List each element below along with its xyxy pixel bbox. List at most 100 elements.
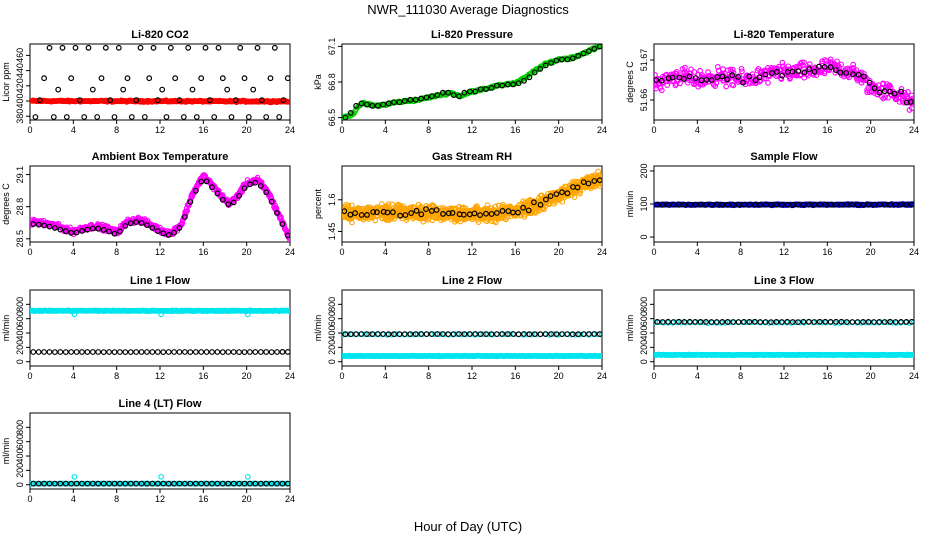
data-point <box>52 225 58 231</box>
data-point <box>816 318 823 325</box>
data-point <box>369 102 376 109</box>
data-point <box>79 480 85 487</box>
data-point <box>187 199 194 205</box>
data-point <box>445 210 452 217</box>
data-point <box>274 209 280 216</box>
data-point <box>62 349 69 356</box>
data-point <box>816 63 822 70</box>
plot-data <box>654 201 914 209</box>
data-point <box>729 66 736 73</box>
data-point <box>369 331 376 338</box>
data-point <box>596 44 602 50</box>
data-point <box>412 96 419 103</box>
data-point <box>837 69 844 76</box>
x-tick-label: 8 <box>738 125 743 135</box>
data-point <box>127 480 134 487</box>
data-point <box>719 73 726 80</box>
data-point <box>257 349 264 355</box>
data-point <box>159 86 166 93</box>
data-point <box>52 349 58 356</box>
x-tick-label: 20 <box>242 494 252 504</box>
data-point <box>686 201 693 208</box>
data-point <box>232 97 239 104</box>
data-point <box>211 114 218 120</box>
data-point <box>586 331 592 337</box>
data-point <box>440 210 446 217</box>
data-point <box>564 56 571 63</box>
data-point <box>390 209 396 216</box>
data-point <box>246 181 253 188</box>
data-point <box>263 349 270 355</box>
data-point <box>418 331 425 337</box>
data-point <box>898 319 904 325</box>
data-point <box>543 196 549 203</box>
data-point <box>254 44 261 51</box>
y-tick-label: 66.5 <box>327 109 337 127</box>
data-point <box>713 201 720 208</box>
series-1 <box>342 44 602 120</box>
data-point <box>670 201 677 208</box>
data-point <box>230 199 237 206</box>
data-point <box>274 480 280 487</box>
data-point <box>460 211 467 218</box>
data-point <box>172 75 179 82</box>
data-point <box>746 201 753 208</box>
series-0 <box>654 351 914 359</box>
panel-ylabel: ml/min <box>625 315 635 342</box>
data-point <box>887 318 894 325</box>
data-point <box>230 480 237 487</box>
data-point <box>241 349 248 356</box>
data-point <box>353 102 360 109</box>
data-point <box>580 331 587 338</box>
data-point <box>380 208 387 215</box>
data-point <box>89 349 96 355</box>
data-point <box>765 80 771 86</box>
data-point <box>833 201 839 208</box>
x-tick-label: 20 <box>554 125 564 135</box>
plot-data <box>654 56 914 113</box>
series-2 <box>654 318 914 326</box>
series-0 <box>342 168 602 226</box>
data-point <box>176 224 183 231</box>
x-tick-label: 0 <box>339 247 344 257</box>
y-tick-label: 800 <box>639 297 649 312</box>
plot-data <box>342 44 602 120</box>
data-point <box>250 86 257 93</box>
data-point <box>396 99 403 106</box>
data-point <box>692 319 699 325</box>
y-tick-label: 400 <box>15 93 25 108</box>
data-point <box>703 201 709 208</box>
data-point <box>531 331 538 338</box>
data-point <box>165 480 172 487</box>
data-point <box>898 86 905 92</box>
data-point <box>236 349 243 356</box>
data-point <box>116 349 123 355</box>
data-point <box>268 198 275 205</box>
data-point <box>122 222 129 229</box>
data-point <box>911 319 914 326</box>
x-tick-label: 16 <box>822 125 832 135</box>
data-point <box>407 96 414 103</box>
panel-ylabel: degrees C <box>1 183 11 225</box>
x-tick-label: 20 <box>242 371 252 381</box>
data-point <box>219 480 226 487</box>
data-point <box>228 114 235 120</box>
data-point <box>246 349 253 355</box>
data-point <box>854 319 861 325</box>
data-point <box>492 219 499 226</box>
data-point <box>833 318 839 325</box>
data-point <box>62 228 69 235</box>
data-point <box>111 480 118 487</box>
data-point <box>488 84 495 91</box>
data-point <box>63 114 70 120</box>
data-point <box>79 227 85 234</box>
x-tick-label: 4 <box>383 247 388 257</box>
data-point <box>144 480 150 487</box>
data-point <box>224 86 231 93</box>
data-point <box>892 319 899 325</box>
x-tick-label: 4 <box>71 371 76 381</box>
panel-title: Sample Flow <box>750 151 818 163</box>
y-tick-label: 400 <box>15 449 25 464</box>
data-point <box>692 75 699 81</box>
